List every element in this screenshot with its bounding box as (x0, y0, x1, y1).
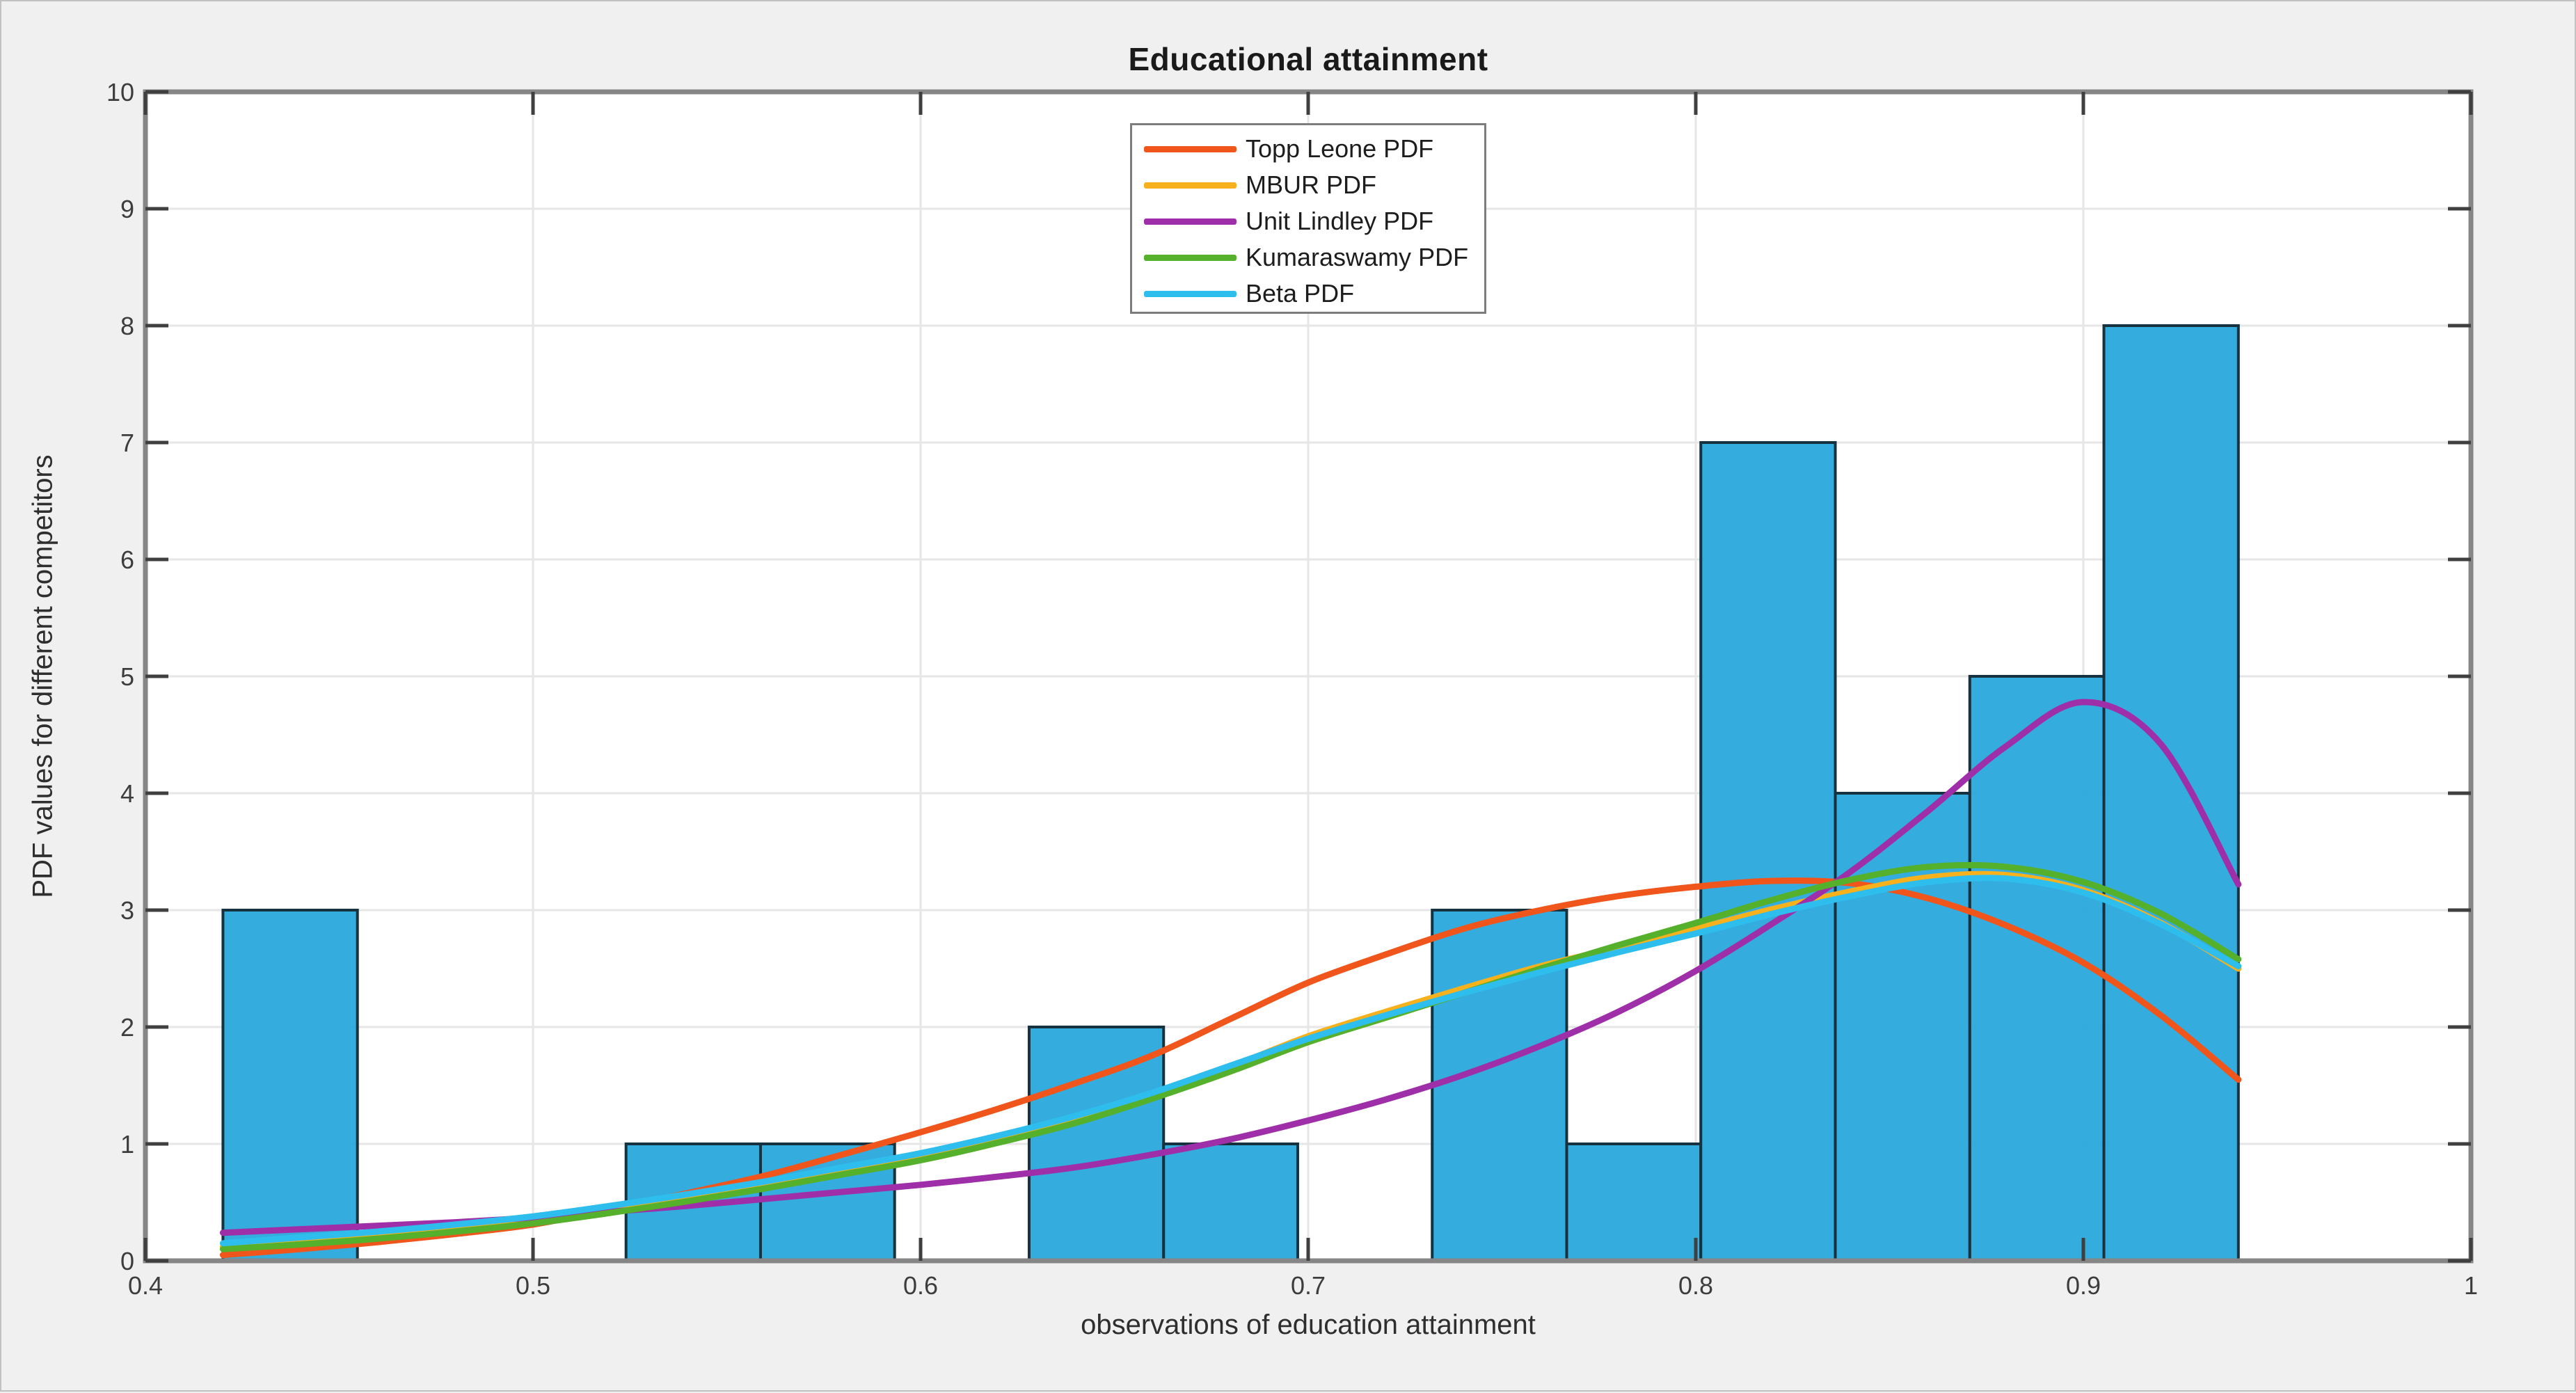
histogram-bar (1699, 441, 1837, 1262)
legend-label: Unit Lindley PDF (1246, 207, 1434, 235)
x-tick-label: 0.7 (1291, 1271, 1326, 1300)
y-tick-label: 5 (120, 662, 134, 691)
legend-entry: MBUR PDF (1132, 167, 1484, 203)
y-tick-label: 1 (120, 1130, 134, 1159)
legend-line-sample (1144, 218, 1237, 225)
x-tick-label: 0.5 (516, 1271, 550, 1300)
curve-kumaraswamy-pdf (219, 861, 2242, 1252)
y-tick-label: 0 (120, 1247, 134, 1275)
x-tick-label: 0.6 (903, 1271, 938, 1300)
x-axis-label: observations of education attainment (1081, 1310, 1536, 1340)
chart-title: Educational attainment (1128, 41, 1488, 77)
y-tick-label: 8 (120, 312, 134, 340)
histogram-bar (1968, 675, 2106, 1262)
legend-entry: Topp Leone PDF (1132, 131, 1484, 167)
legend-entry: Kumaraswamy PDF (1132, 239, 1484, 276)
legend-label: MBUR PDF (1246, 170, 1376, 199)
x-tick-label: 0.9 (2066, 1271, 2101, 1300)
curve-beta-pdf (219, 875, 2242, 1247)
legend-line-sample (1144, 254, 1237, 261)
y-tick-label: 9 (120, 195, 134, 223)
legend-label: Beta PDF (1246, 279, 1355, 308)
y-tick-label: 4 (120, 779, 134, 808)
histogram-bar (2102, 324, 2240, 1262)
legend-entry: Unit Lindley PDF (1132, 203, 1484, 239)
legend-line-sample (1144, 182, 1237, 189)
legend-line-sample (1144, 290, 1237, 297)
legend-label: Kumaraswamy PDF (1246, 243, 1469, 271)
legend-label: Topp Leone PDF (1246, 134, 1434, 163)
x-tick-label: 0.4 (128, 1271, 163, 1300)
y-axis-label: PDF values for different competitors (27, 454, 58, 898)
legend-line-sample (1144, 145, 1237, 152)
y-tick-label: 2 (120, 1013, 134, 1042)
y-tick-label: 6 (120, 546, 134, 574)
histogram-bar (221, 909, 359, 1262)
legend-box[interactable]: Topp Leone PDF MBUR PDF Unit Lindley PDF Ku… (1130, 123, 1486, 314)
legend-entry: Beta PDF (1132, 276, 1484, 312)
x-tick-label: 1 (2464, 1271, 2478, 1300)
y-tick-label: 10 (106, 78, 134, 106)
y-tick-label: 3 (120, 896, 134, 925)
histogram-bar (1565, 1143, 1703, 1262)
curve-unit-lindley-pdf (219, 699, 2242, 1236)
y-tick-label: 7 (120, 429, 134, 457)
x-tick-label: 0.8 (1678, 1271, 1713, 1300)
histogram-bar (1162, 1143, 1299, 1262)
